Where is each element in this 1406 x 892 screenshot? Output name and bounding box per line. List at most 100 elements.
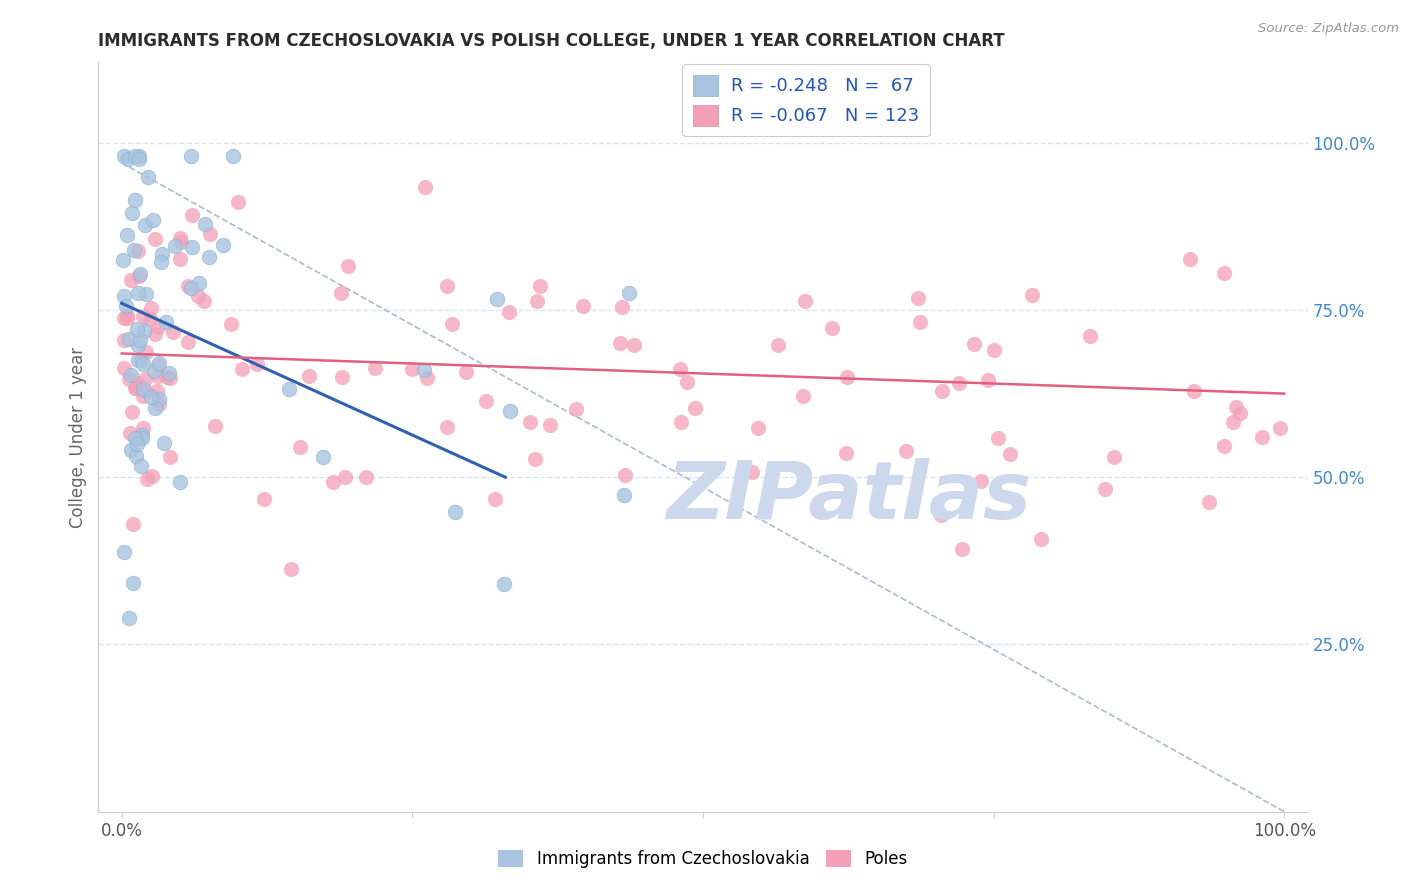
Point [148, 397, 170, 411]
Point [412, 363, 434, 377]
Point [127, 322, 149, 336]
Point [180, 149, 202, 163]
Point [1031, 532, 1053, 546]
Point [132, 382, 155, 396]
Point [444, 505, 467, 519]
Point [128, 149, 150, 163]
Point [112, 289, 135, 303]
Point [486, 293, 509, 307]
Point [114, 299, 136, 313]
Point [950, 542, 973, 557]
Point [141, 469, 163, 483]
Point [617, 286, 640, 301]
Point [150, 246, 173, 260]
Point [124, 381, 146, 395]
Point [741, 465, 763, 479]
Point [907, 291, 929, 305]
Point [188, 276, 211, 290]
Point [330, 369, 353, 384]
Point [131, 428, 153, 442]
Point [1021, 288, 1043, 302]
Point [135, 384, 157, 398]
Point [112, 333, 135, 347]
Point [177, 334, 200, 349]
Point [169, 252, 191, 266]
Point [128, 152, 150, 166]
Point [613, 488, 636, 502]
Point [253, 491, 276, 506]
Point [931, 508, 953, 523]
Point [155, 315, 177, 329]
Point [529, 278, 551, 293]
Point [474, 394, 496, 409]
Point [564, 401, 586, 416]
Point [131, 421, 153, 435]
Point [1225, 400, 1247, 414]
Point [436, 420, 458, 434]
Point [219, 318, 242, 332]
Point [416, 371, 439, 385]
Point [330, 286, 353, 301]
Point [134, 371, 156, 385]
Point [153, 435, 176, 450]
Point [1213, 439, 1236, 453]
Point [120, 443, 142, 458]
Point [540, 417, 562, 432]
Point [354, 469, 377, 483]
Point [572, 299, 595, 313]
Point [124, 243, 146, 257]
Point [1229, 406, 1251, 420]
Legend: R = -0.248   N =  67, R = -0.067   N = 123: R = -0.248 N = 67, R = -0.067 N = 123 [682, 64, 929, 136]
Point [169, 231, 191, 245]
Point [121, 404, 143, 418]
Point [1251, 430, 1274, 444]
Point [162, 325, 184, 339]
Point [125, 381, 148, 395]
Point [118, 610, 141, 624]
Point [138, 169, 160, 184]
Point [180, 281, 202, 295]
Point [669, 362, 692, 376]
Point [519, 416, 541, 430]
Point [766, 337, 789, 351]
Point [118, 372, 141, 386]
Point [747, 421, 769, 435]
Point [278, 382, 301, 396]
Point [143, 232, 166, 246]
Point [146, 368, 169, 383]
Point [983, 343, 1005, 357]
Point [132, 389, 155, 403]
Point [231, 361, 253, 376]
Point [669, 415, 692, 429]
Point [169, 235, 191, 249]
Point [221, 149, 243, 163]
Point [609, 335, 631, 350]
Point [127, 352, 149, 367]
Point [792, 389, 814, 403]
Point [288, 440, 311, 454]
Point [127, 436, 149, 450]
Point [121, 576, 143, 591]
Point [121, 206, 143, 220]
Point [128, 268, 150, 283]
Y-axis label: College, Under 1 year: College, Under 1 year [69, 346, 87, 528]
Point [134, 218, 156, 232]
Point [142, 213, 165, 227]
Text: ZIPatlas: ZIPatlas [665, 458, 1031, 536]
Point [139, 390, 162, 404]
Point [169, 475, 191, 489]
Point [676, 375, 699, 389]
Point [120, 273, 142, 287]
Point [134, 324, 156, 338]
Point [129, 353, 152, 368]
Point [124, 449, 146, 463]
Point [821, 321, 844, 335]
Point [364, 361, 387, 376]
Legend: Immigrants from Czechoslovakia, Poles: Immigrants from Czechoslovakia, Poles [492, 843, 914, 875]
Point [1180, 252, 1202, 267]
Point [143, 401, 166, 416]
Point [623, 337, 645, 351]
Point [157, 367, 180, 381]
Point [177, 278, 200, 293]
Point [112, 361, 135, 376]
